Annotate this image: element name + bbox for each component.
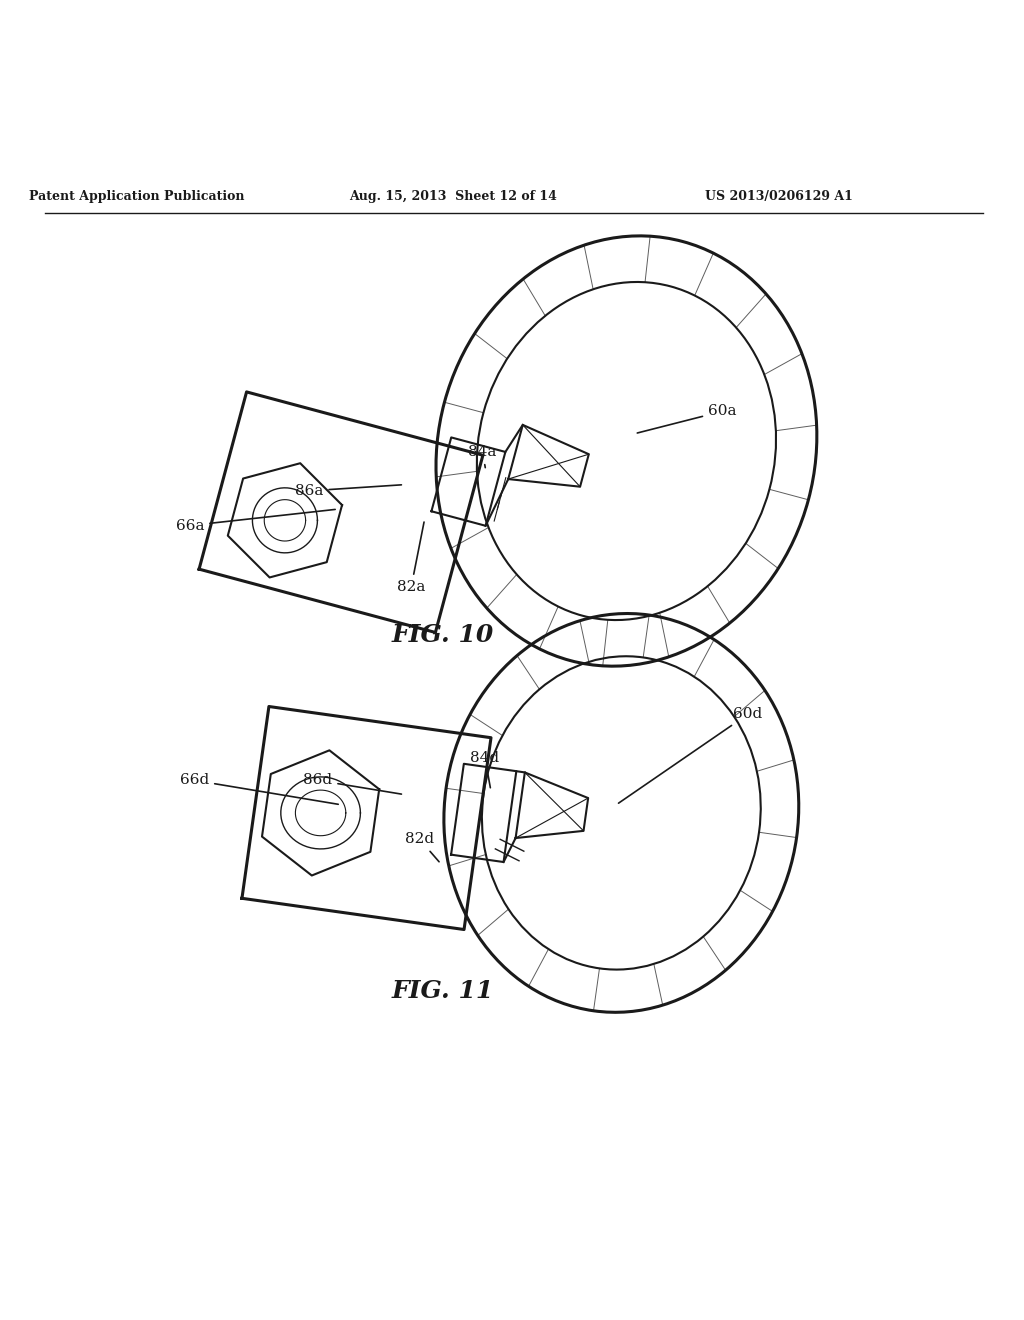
Text: 86a: 86a — [295, 484, 401, 498]
Text: 84a: 84a — [468, 445, 497, 467]
Text: 86d: 86d — [303, 774, 401, 795]
Text: 82d: 82d — [406, 833, 439, 862]
Text: Patent Application Publication: Patent Application Publication — [30, 190, 245, 203]
Text: FIG. 10: FIG. 10 — [392, 623, 494, 647]
Text: 60a: 60a — [637, 404, 736, 433]
Text: 66d: 66d — [180, 774, 338, 804]
Text: 84d: 84d — [470, 751, 500, 788]
Text: Aug. 15, 2013  Sheet 12 of 14: Aug. 15, 2013 Sheet 12 of 14 — [349, 190, 557, 203]
Text: US 2013/0206129 A1: US 2013/0206129 A1 — [706, 190, 853, 203]
Text: 82a: 82a — [397, 521, 425, 594]
Text: 60d: 60d — [618, 708, 763, 803]
Text: FIG. 11: FIG. 11 — [392, 979, 494, 1003]
Text: 66a: 66a — [176, 510, 335, 532]
